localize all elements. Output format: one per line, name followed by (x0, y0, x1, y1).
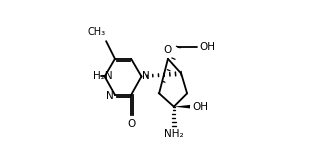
Text: N: N (107, 91, 114, 101)
Text: O: O (128, 119, 136, 129)
Text: N: N (142, 71, 150, 81)
Text: O: O (163, 45, 171, 55)
Text: OH: OH (192, 102, 208, 112)
Text: NH₂: NH₂ (164, 129, 184, 140)
Text: OH: OH (200, 42, 215, 52)
Polygon shape (174, 105, 190, 108)
Text: H₂N: H₂N (93, 71, 113, 81)
Text: CH₃: CH₃ (87, 27, 105, 38)
